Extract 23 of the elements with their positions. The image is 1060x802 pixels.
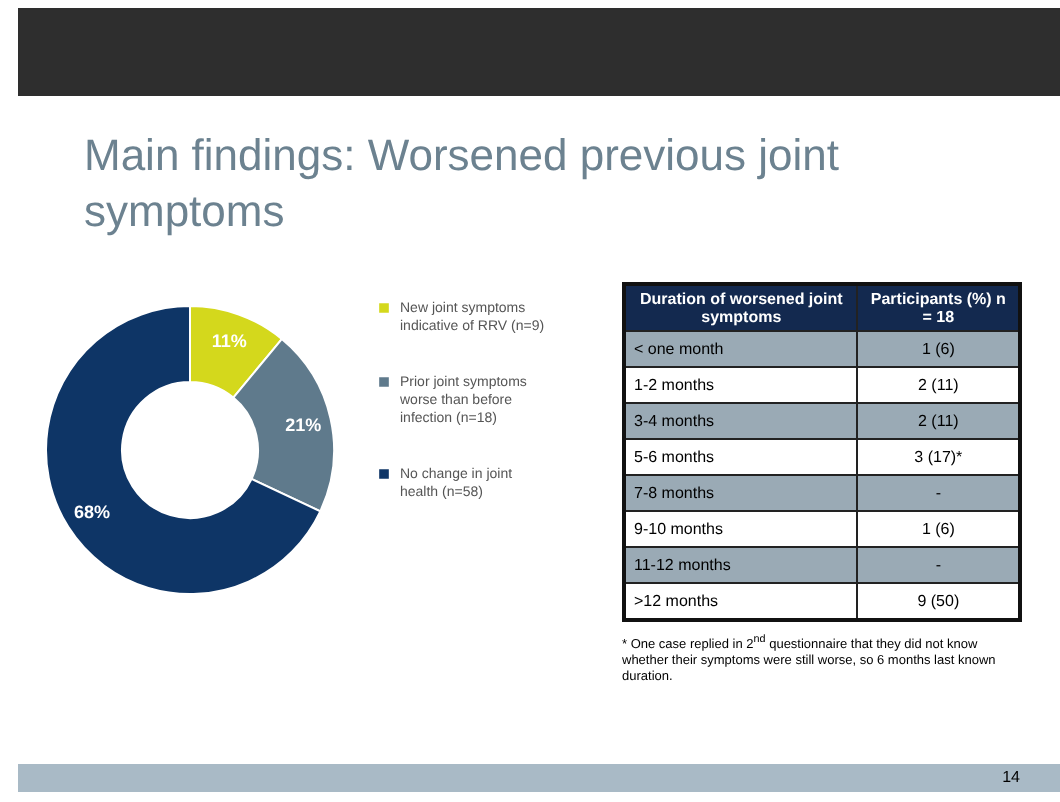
text: - bbox=[935, 484, 941, 502]
text: - bbox=[935, 556, 941, 574]
category-label: 9-10 months bbox=[624, 511, 858, 547]
text: 9 (50) bbox=[917, 592, 960, 610]
category-label: 1-2 months bbox=[624, 367, 858, 403]
text: 2 (11) bbox=[918, 376, 959, 394]
text: 3 (17)* bbox=[914, 448, 963, 466]
data-label: 68% bbox=[74, 502, 111, 523]
data-label: 11% bbox=[211, 330, 247, 351]
category-label: 5-6 months bbox=[624, 439, 858, 475]
footer-banner: 14 bbox=[18, 764, 1060, 792]
text: 1 (6) bbox=[921, 520, 955, 538]
category-label: < one month bbox=[624, 331, 858, 367]
text: 1 (6) bbox=[921, 340, 955, 358]
category-label: >12 months bbox=[624, 583, 858, 620]
category-label: 7-8 months bbox=[624, 475, 858, 511]
data-label: 21% bbox=[285, 414, 322, 435]
chart-title: Main findings: Worsened previous joint symptoms bbox=[84, 128, 841, 240]
text: Participants (%) n = 18 bbox=[857, 284, 1020, 331]
text: 2 (11) bbox=[918, 412, 959, 430]
category-label: 11-12 months bbox=[624, 547, 858, 583]
category-label: 3-4 months bbox=[624, 403, 858, 439]
text: Duration of worsened joint symptoms bbox=[624, 284, 858, 331]
